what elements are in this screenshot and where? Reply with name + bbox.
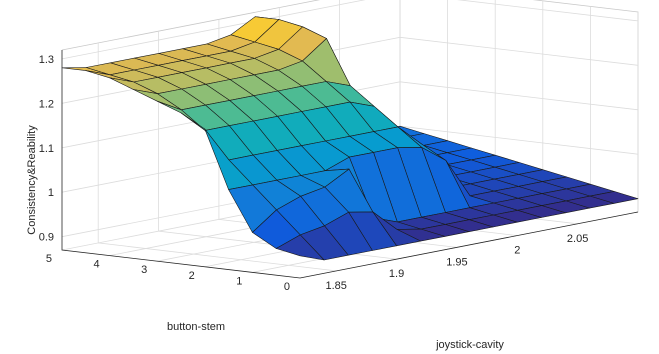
z-tick-label: 1.3 <box>39 54 54 66</box>
x-tick-label: 1.9 <box>389 268 404 280</box>
y-tick-label: 4 <box>93 259 99 271</box>
y-tick-label: 1 <box>236 275 242 287</box>
x-axis-label: joystick-cavity <box>435 339 504 351</box>
x-tick-label: 2 <box>514 245 520 257</box>
z-tick-label: 1.2 <box>39 98 54 110</box>
y-tick-label: 3 <box>141 264 147 276</box>
z-tick-label: 1.1 <box>39 143 54 155</box>
x-tick-label: 2.05 <box>567 233 588 245</box>
x-tick-label: 1.85 <box>326 280 347 292</box>
z-tick-label: 1 <box>48 187 54 199</box>
x-tick-label: 1.95 <box>446 256 467 268</box>
y-tick-label: 2 <box>189 270 195 282</box>
y-tick-label: 5 <box>46 253 52 265</box>
z-axis-label: Consistency&Reability <box>26 125 38 235</box>
y-axis-label: button-stem <box>167 321 225 333</box>
z-tick-label: 0.9 <box>39 232 54 244</box>
y-tick-label: 0 <box>284 281 290 293</box>
